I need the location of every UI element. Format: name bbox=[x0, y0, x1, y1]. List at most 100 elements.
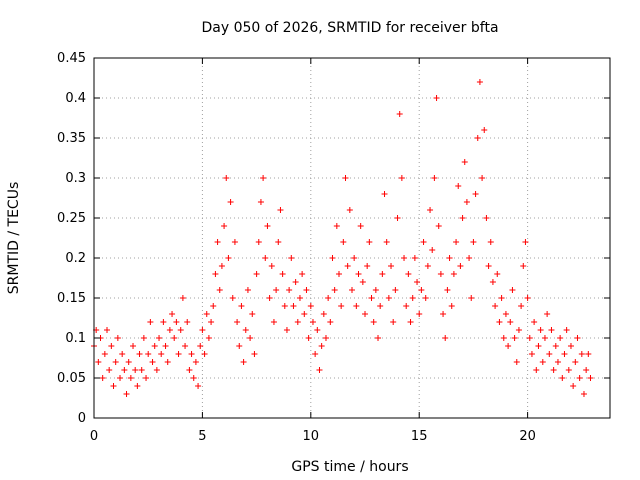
data-point bbox=[379, 271, 386, 277]
data-point bbox=[403, 303, 410, 309]
data-point bbox=[351, 255, 358, 261]
data-point bbox=[572, 359, 579, 365]
x-tick-label: 5 bbox=[198, 429, 206, 444]
data-point bbox=[429, 247, 436, 253]
data-point bbox=[101, 351, 108, 357]
data-point bbox=[303, 287, 310, 293]
data-point bbox=[344, 263, 351, 269]
data-point bbox=[494, 271, 501, 277]
data-point bbox=[448, 303, 455, 309]
data-point bbox=[461, 159, 468, 165]
data-point bbox=[537, 327, 544, 333]
data-point bbox=[383, 239, 390, 245]
data-point bbox=[188, 351, 195, 357]
data-point bbox=[242, 327, 249, 333]
data-point bbox=[184, 319, 191, 325]
data-point bbox=[509, 287, 516, 293]
data-point bbox=[138, 367, 145, 373]
grid-lines bbox=[94, 58, 610, 418]
data-point bbox=[153, 367, 160, 373]
data-point bbox=[119, 351, 126, 357]
data-point bbox=[290, 303, 297, 309]
data-point bbox=[125, 359, 132, 365]
y-tick-label: 0.45 bbox=[57, 51, 86, 66]
data-point bbox=[134, 383, 141, 389]
y-tick-label: 0.4 bbox=[65, 91, 86, 106]
data-point bbox=[500, 335, 507, 341]
data-point bbox=[121, 367, 128, 373]
data-point bbox=[396, 111, 403, 117]
chart-title: Day 050 of 2026, SRMTID for receiver bft… bbox=[201, 20, 498, 36]
data-point bbox=[585, 351, 592, 357]
data-point bbox=[335, 271, 342, 277]
data-point bbox=[333, 223, 340, 229]
data-point bbox=[164, 359, 171, 365]
data-point bbox=[277, 207, 284, 213]
data-point bbox=[179, 295, 186, 301]
data-point bbox=[392, 287, 399, 293]
y-tick-label: 0.25 bbox=[57, 211, 86, 226]
data-point bbox=[294, 319, 301, 325]
data-point bbox=[307, 303, 314, 309]
data-point bbox=[437, 271, 444, 277]
data-point bbox=[409, 295, 416, 301]
data-point bbox=[546, 351, 553, 357]
data-point bbox=[238, 303, 245, 309]
data-point bbox=[522, 239, 529, 245]
data-point bbox=[394, 215, 401, 221]
data-point bbox=[372, 287, 379, 293]
data-point bbox=[186, 367, 193, 373]
data-point bbox=[420, 239, 427, 245]
data-point bbox=[513, 359, 520, 365]
data-point bbox=[244, 287, 251, 293]
data-point bbox=[251, 351, 258, 357]
data-point bbox=[112, 359, 119, 365]
data-point bbox=[270, 319, 277, 325]
data-point bbox=[223, 175, 230, 181]
data-point bbox=[262, 255, 269, 261]
data-point bbox=[99, 375, 106, 381]
data-point bbox=[377, 303, 384, 309]
data-point bbox=[587, 375, 594, 381]
data-point bbox=[309, 319, 316, 325]
data-point bbox=[544, 311, 551, 317]
data-point bbox=[533, 367, 540, 373]
data-point bbox=[342, 175, 349, 181]
data-point bbox=[314, 327, 321, 333]
x-tick-label: 10 bbox=[303, 429, 320, 444]
axis-ticks bbox=[93, 57, 610, 419]
data-point bbox=[292, 279, 299, 285]
data-point bbox=[479, 175, 486, 181]
data-point bbox=[492, 303, 499, 309]
data-point bbox=[524, 295, 531, 301]
data-point bbox=[340, 239, 347, 245]
y-tick-label: 0.2 bbox=[65, 251, 86, 266]
y-tick-label: 0 bbox=[78, 411, 86, 426]
data-point bbox=[427, 207, 434, 213]
data-point bbox=[169, 311, 176, 317]
data-point bbox=[130, 343, 137, 349]
data-point bbox=[173, 319, 180, 325]
data-point bbox=[240, 359, 247, 365]
data-point bbox=[557, 335, 564, 341]
data-point bbox=[322, 335, 329, 341]
data-point bbox=[496, 319, 503, 325]
data-point bbox=[225, 255, 232, 261]
data-point bbox=[136, 351, 143, 357]
data-point bbox=[450, 271, 457, 277]
data-point bbox=[433, 95, 440, 101]
data-point bbox=[117, 375, 124, 381]
data-point bbox=[554, 359, 561, 365]
data-point bbox=[570, 383, 577, 389]
data-point bbox=[273, 287, 280, 293]
data-point bbox=[459, 215, 466, 221]
data-point bbox=[401, 255, 408, 261]
data-point bbox=[487, 239, 494, 245]
data-point bbox=[106, 367, 113, 373]
data-point bbox=[231, 239, 238, 245]
data-point bbox=[140, 335, 147, 341]
data-point bbox=[580, 391, 587, 397]
data-point bbox=[320, 311, 327, 317]
data-point bbox=[110, 383, 117, 389]
